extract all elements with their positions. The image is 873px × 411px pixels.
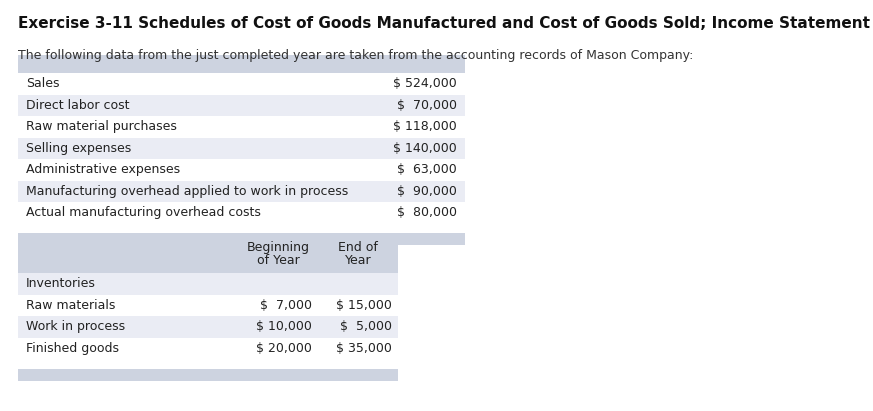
Text: Year: Year: [345, 254, 371, 267]
Bar: [18, 316, 398, 337]
Text: $ 20,000: $ 20,000: [256, 342, 312, 355]
Text: Raw materials: Raw materials: [26, 299, 115, 312]
Text: Work in process: Work in process: [26, 320, 125, 333]
Text: $ 35,000: $ 35,000: [336, 342, 392, 355]
Text: Actual manufacturing overhead costs: Actual manufacturing overhead costs: [26, 206, 261, 219]
Bar: [18, 273, 398, 295]
Text: $  70,000: $ 70,000: [397, 99, 457, 112]
Bar: [18, 180, 465, 202]
Text: Beginning: Beginning: [246, 241, 310, 254]
Bar: [18, 337, 398, 359]
Text: $  80,000: $ 80,000: [397, 206, 457, 219]
Bar: [18, 295, 398, 316]
Bar: [18, 95, 465, 116]
Text: Direct labor cost: Direct labor cost: [26, 99, 129, 112]
Bar: [18, 73, 465, 95]
Text: Exercise 3-11 Schedules of Cost of Goods Manufactured and Cost of Goods Sold; In: Exercise 3-11 Schedules of Cost of Goods…: [18, 16, 873, 31]
Bar: [18, 116, 465, 138]
Text: of Year: of Year: [257, 254, 299, 267]
Bar: [18, 202, 465, 224]
Text: $ 140,000: $ 140,000: [393, 142, 457, 155]
Text: $  5,000: $ 5,000: [340, 320, 392, 333]
Text: The following data from the just completed year are taken from the accounting re: The following data from the just complet…: [18, 49, 693, 62]
Bar: [18, 55, 465, 73]
Text: $  7,000: $ 7,000: [259, 299, 312, 312]
Text: Raw material purchases: Raw material purchases: [26, 120, 177, 133]
Bar: [18, 138, 465, 159]
Text: $ 15,000: $ 15,000: [336, 299, 392, 312]
Text: Inventories: Inventories: [26, 277, 96, 290]
Text: $ 10,000: $ 10,000: [256, 320, 312, 333]
Text: Finished goods: Finished goods: [26, 342, 119, 355]
Bar: [18, 369, 398, 381]
Text: $ 524,000: $ 524,000: [393, 77, 457, 90]
Text: Selling expenses: Selling expenses: [26, 142, 131, 155]
Text: Administrative expenses: Administrative expenses: [26, 163, 180, 176]
Text: End of: End of: [338, 241, 378, 254]
Text: $  90,000: $ 90,000: [397, 185, 457, 198]
Text: Sales: Sales: [26, 77, 59, 90]
Text: Manufacturing overhead applied to work in process: Manufacturing overhead applied to work i…: [26, 185, 348, 198]
Bar: [18, 233, 465, 245]
Text: $ 118,000: $ 118,000: [393, 120, 457, 133]
Bar: [18, 159, 465, 180]
Text: $  63,000: $ 63,000: [397, 163, 457, 176]
Bar: [18, 235, 398, 273]
